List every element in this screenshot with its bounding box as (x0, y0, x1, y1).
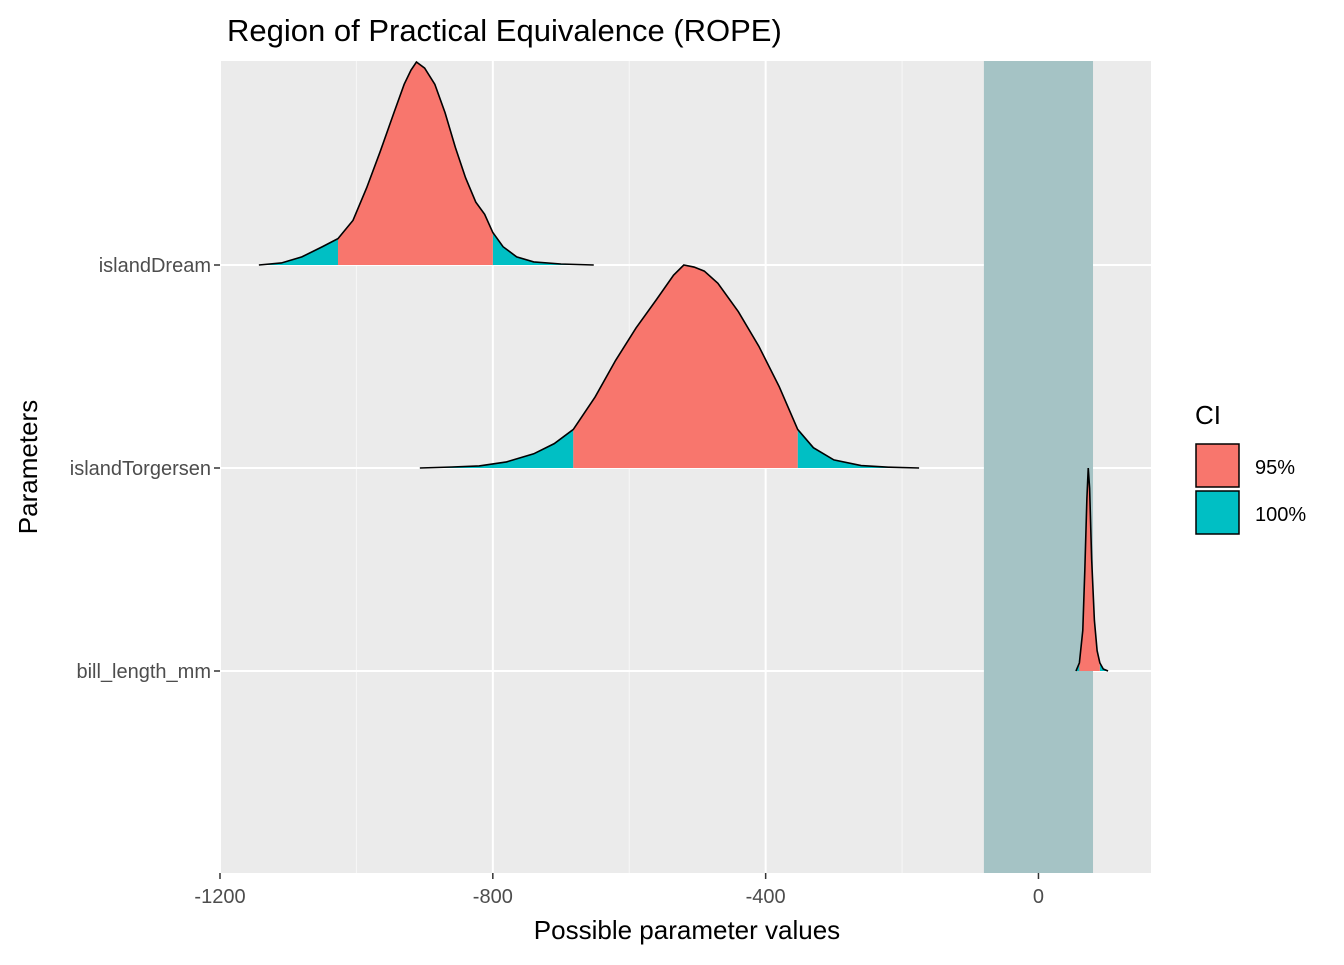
density-tail-right-100 (492, 232, 594, 265)
x-axis-title: Possible parameter values (534, 915, 840, 945)
y-axis: islandDream islandTorgersen bill_length_mm (70, 255, 220, 683)
density-center-95 (337, 62, 493, 265)
density-outline (419, 264, 920, 469)
legend-swatch-95 (1195, 443, 1240, 488)
rope-band (983, 61, 1094, 873)
y-tick-label: islandDream (99, 255, 211, 277)
legend-swatch-100 (1195, 490, 1240, 535)
density-outline (1075, 467, 1109, 672)
x-tick-label: -1200 (194, 886, 245, 908)
legend-title: CI (1195, 400, 1221, 430)
density-tail-right-100 (797, 429, 920, 468)
density-outline (258, 60, 594, 266)
y-tick-label: bill_length_mm (76, 661, 211, 683)
density-center-95 (573, 265, 798, 468)
x-tick-label: 0 (1033, 886, 1044, 908)
density-tail-left-100 (419, 429, 574, 468)
x-axis: -1200 -800 -400 0 (194, 873, 1044, 908)
density-tail-right-100 (1099, 662, 1109, 671)
chart-title: Region of Practical Equivalence (ROPE) (227, 13, 782, 48)
y-tick-label: islandTorgersen (70, 458, 211, 480)
y-axis-title: Parameters (13, 400, 43, 534)
density-layer (258, 60, 1109, 672)
x-tick-label: -400 (746, 886, 786, 908)
legend: CI 95% 100% (1195, 400, 1306, 535)
density-center-95 (1079, 468, 1100, 671)
density-tail-left-100 (258, 238, 338, 265)
x-tick-label: -800 (473, 886, 513, 908)
legend-label-100: 100% (1255, 504, 1306, 526)
legend-label-95: 95% (1255, 457, 1295, 479)
